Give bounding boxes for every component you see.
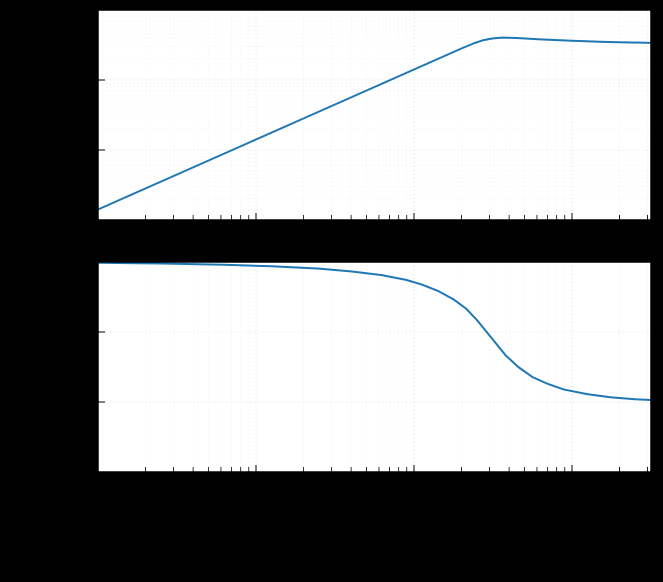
phase-panel-bg [98,262,651,472]
bode-plot [0,0,663,582]
